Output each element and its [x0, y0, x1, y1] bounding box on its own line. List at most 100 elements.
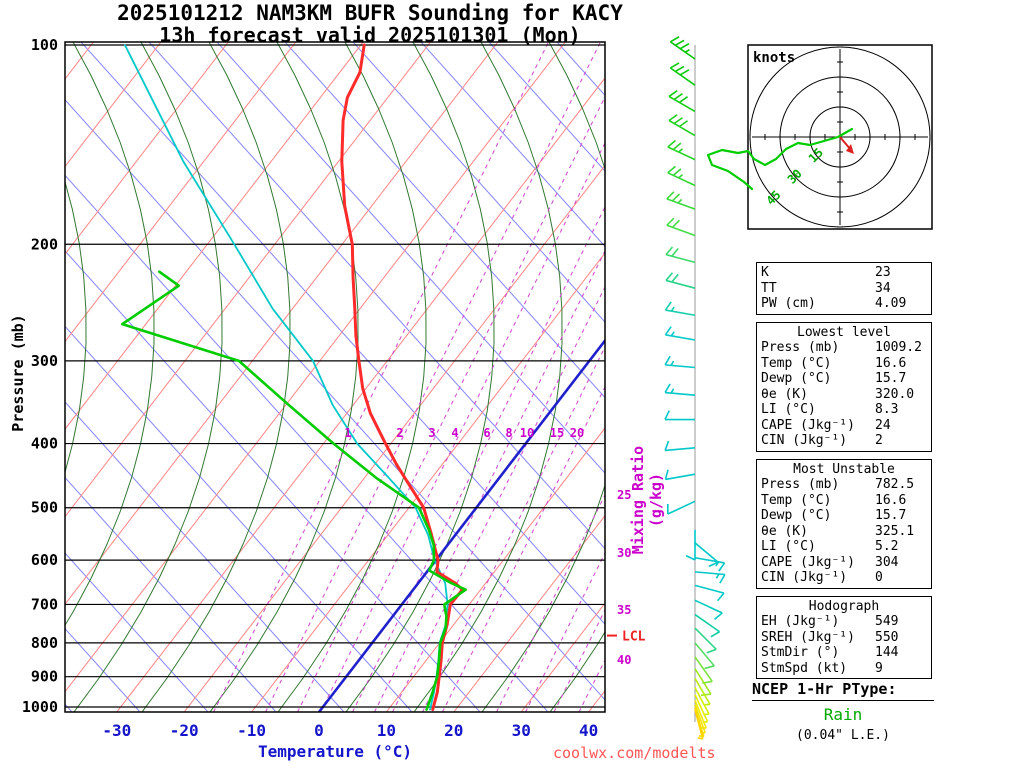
- pressure-gridlines: [65, 44, 605, 708]
- stat-label: LI (°C): [761, 402, 816, 417]
- wind-barb: [664, 326, 696, 341]
- temperature-tick-label: 30: [512, 721, 531, 740]
- isotherm-line: [386, 427, 605, 712]
- wind-barb: [664, 410, 695, 421]
- barb-staff: [694, 642, 715, 667]
- plot-frame: [64, 41, 606, 713]
- barb-full-tick: [666, 217, 675, 226]
- barb-staff: [669, 41, 696, 60]
- stat-label: Press (mb): [761, 477, 840, 492]
- moist-adiabat-curve: [209, 42, 359, 712]
- stat-row: StmDir (°) 144: [761, 645, 927, 661]
- barb-full-tick: [704, 665, 715, 670]
- mixing-ratio-line: [297, 96, 605, 712]
- dry-adiabat-line: [420, 42, 605, 247]
- temperature-tick-label: 10: [377, 721, 396, 740]
- barb-half-tick: [677, 198, 683, 204]
- pressure-tick-label: 1000: [22, 698, 58, 716]
- barb-half-tick: [715, 561, 720, 567]
- stat-label: LI (°C): [761, 539, 816, 554]
- storm-motion-arrowhead: [846, 144, 854, 154]
- stat-value: 23: [875, 265, 891, 280]
- dry-adiabat-line: [352, 42, 605, 323]
- isotherm-line: [65, 42, 566, 692]
- wind-barb: [665, 272, 696, 289]
- watermark-link[interactable]: coolwx.com/modelts: [553, 744, 716, 762]
- barb-staff: [694, 700, 707, 729]
- temperature-tick-label: -10: [237, 721, 266, 740]
- chart-title: 2025101212 NAM3KM BUFR Sounding for KACY…: [45, 2, 695, 46]
- stats-box-header: Hodograph: [808, 598, 880, 614]
- stat-row: StmSpd (kt) 9: [761, 661, 927, 677]
- barb-full-tick: [670, 36, 680, 43]
- mixing-ratio-label: 1: [344, 426, 351, 440]
- dry-adiabat-line: [65, 477, 277, 712]
- barb-full-tick: [664, 410, 670, 420]
- mixing-ratio-line: [422, 346, 605, 712]
- stats-box-indices: K 23 TT 34 PW (cm) 4.09: [756, 262, 932, 315]
- stat-row: TT 34: [761, 281, 927, 297]
- barb-half-tick: [684, 48, 690, 53]
- stat-label: Temp (°C): [761, 355, 832, 371]
- ptype-panel: NCEP 1-Hr PType: Rain (0.04" L.E.): [752, 680, 934, 743]
- stat-value: 24: [875, 417, 891, 433]
- mixing-ratio-label: 6: [483, 426, 490, 440]
- barb-full-tick: [673, 117, 683, 125]
- barb-full-tick: [668, 90, 678, 98]
- moist-adiabat-curve: [65, 42, 155, 626]
- moist-adiabat-curve: [481, 42, 605, 712]
- isotherm-line: [183, 165, 605, 712]
- dry-adiabat-line: [65, 250, 481, 712]
- barb-staff: [694, 571, 725, 576]
- barb-staff: [665, 253, 696, 264]
- pressure-tick-label: 600: [31, 551, 58, 569]
- moist-adiabat-curve: [73, 42, 223, 712]
- hodograph-trace: [706, 127, 854, 191]
- mixing-ratio-axis-label: Mixing Ratio (g/kg): [629, 445, 665, 555]
- barb-half-tick: [678, 148, 684, 153]
- stat-label: StmSpd (kt): [761, 660, 848, 676]
- isotherm-line: [453, 515, 605, 712]
- wind-barb: [667, 139, 696, 161]
- barb-full-tick: [665, 272, 674, 281]
- barb-staff: [694, 668, 712, 695]
- temperature-tick-label: 20: [444, 721, 463, 740]
- temperature-tick-label: -30: [102, 721, 131, 740]
- barb-half-tick: [678, 174, 684, 179]
- barb-staff: [665, 309, 696, 317]
- barb-full-tick: [671, 219, 681, 228]
- stat-value: 549: [875, 614, 899, 629]
- barb-staff: [694, 687, 710, 715]
- pressure-axis-label: Pressure (mb): [9, 314, 27, 432]
- barb-full-tick: [679, 43, 690, 50]
- wind-barb: [694, 542, 719, 568]
- stat-value: 325.1: [875, 523, 915, 539]
- wind-barb: [694, 668, 712, 697]
- barb-half-tick: [670, 360, 675, 366]
- moist-adiabat-curve: [141, 42, 291, 712]
- stat-value: 8.3: [875, 402, 899, 417]
- mixing-ratio-line: [265, 42, 601, 712]
- barb-full-tick: [700, 693, 711, 697]
- temperature-tick-label: -20: [170, 721, 199, 740]
- temperature-axis-label: Temperature (°C): [257, 742, 413, 761]
- stat-row: SREH (Jkg⁻¹) 550: [761, 630, 927, 646]
- stat-label: PW (cm): [761, 296, 816, 311]
- pressure-tick-label: 900: [31, 668, 58, 686]
- wind-barb: [694, 571, 726, 584]
- barb-full-tick: [664, 469, 669, 480]
- stat-value: 5.2: [875, 539, 899, 554]
- barb-full-tick: [667, 165, 676, 174]
- barb-staff: [694, 677, 711, 705]
- barb-staff: [667, 172, 696, 187]
- stat-label: θe (K): [761, 386, 808, 402]
- mixing-ratio-label: 25: [617, 488, 631, 502]
- mixing-ratio-line: [320, 142, 605, 712]
- temperature-tick-label: 0: [314, 721, 324, 740]
- pressure-tick-label: 500: [31, 499, 58, 517]
- barb-staff: [694, 556, 725, 564]
- stat-value: 1009.2: [875, 340, 922, 355]
- stat-label: TT: [761, 280, 777, 296]
- stat-value: 2: [875, 433, 883, 448]
